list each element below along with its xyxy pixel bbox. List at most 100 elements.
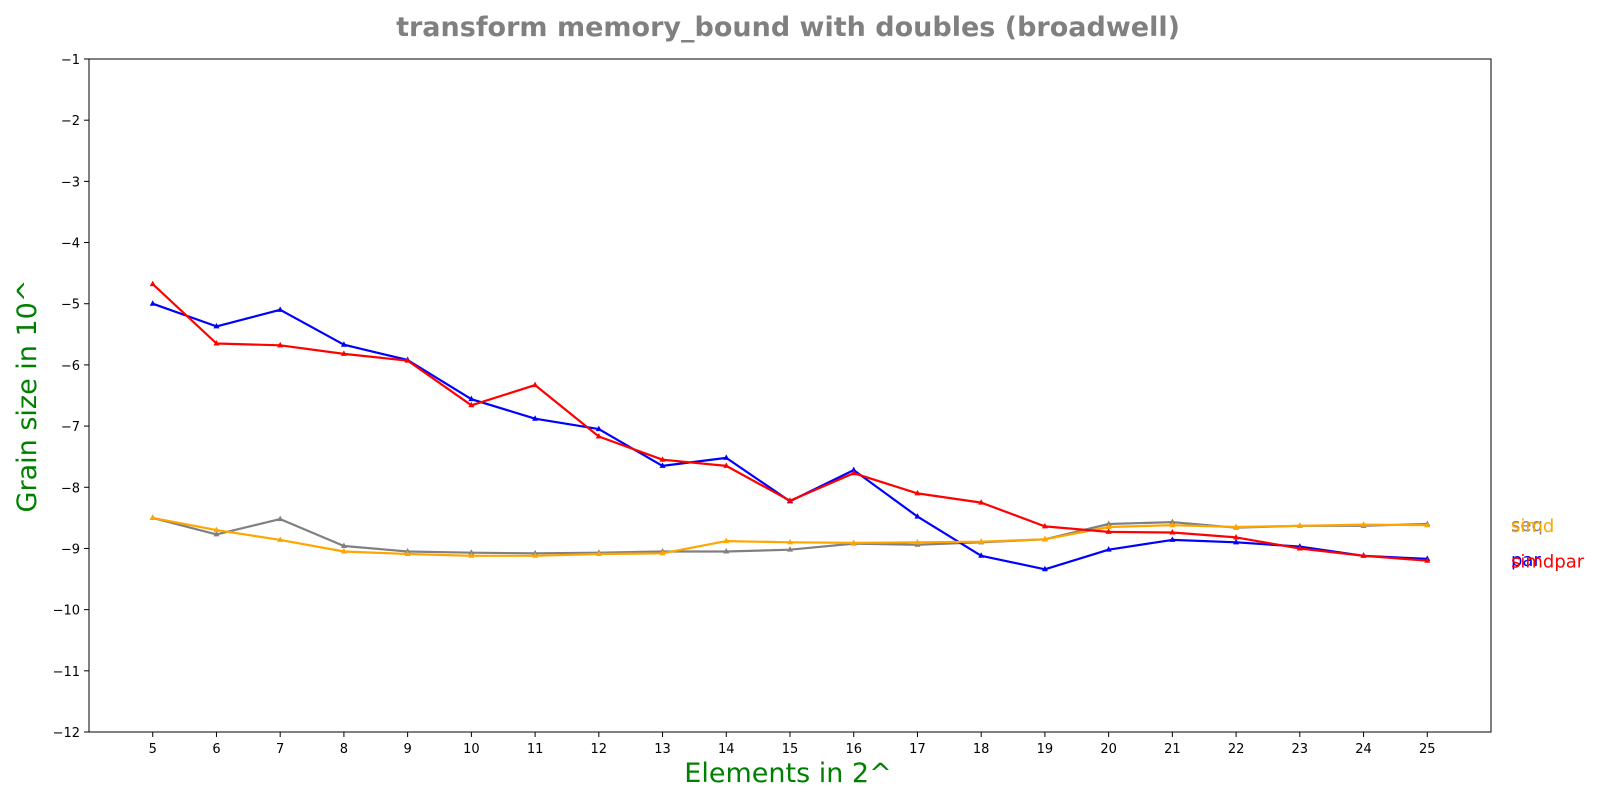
data-point bbox=[1105, 546, 1112, 552]
data-point bbox=[1360, 552, 1367, 558]
data-point bbox=[595, 425, 602, 432]
y-tick-label: −9 bbox=[61, 542, 80, 557]
data-point bbox=[213, 530, 220, 537]
data-point bbox=[213, 322, 220, 329]
data-point bbox=[850, 466, 857, 473]
x-tick-label: 14 bbox=[718, 742, 735, 757]
data-point bbox=[1041, 535, 1048, 542]
x-tick-label: 19 bbox=[1037, 742, 1054, 757]
data-point bbox=[532, 381, 539, 388]
x-tick-label: 9 bbox=[403, 742, 411, 757]
data-point bbox=[978, 499, 985, 505]
data-point bbox=[340, 548, 347, 554]
data-point bbox=[1105, 523, 1112, 530]
data-point bbox=[850, 469, 857, 476]
x-tick-label: 18 bbox=[973, 742, 990, 757]
y-tick-label: −4 bbox=[61, 237, 80, 252]
y-tick-label: −3 bbox=[61, 175, 80, 190]
x-tick-label: 24 bbox=[1355, 742, 1372, 757]
data-point bbox=[659, 462, 666, 468]
data-point bbox=[1424, 557, 1431, 563]
y-tick-label: −5 bbox=[61, 298, 80, 313]
data-point bbox=[468, 552, 475, 558]
series-end-label-seq: seq bbox=[1511, 515, 1543, 536]
data-point bbox=[277, 515, 284, 522]
data-point bbox=[149, 514, 156, 520]
data-point bbox=[1169, 521, 1176, 528]
x-tick-label: 7 bbox=[276, 742, 284, 757]
data-point bbox=[340, 341, 347, 347]
data-point bbox=[1296, 544, 1303, 551]
data-point bbox=[404, 550, 411, 556]
data-point bbox=[1169, 529, 1176, 535]
x-axis-label: Elements in 2^ bbox=[684, 758, 891, 789]
data-point bbox=[277, 306, 284, 312]
data-point bbox=[1424, 521, 1431, 528]
data-point bbox=[914, 513, 921, 519]
data-point bbox=[149, 280, 156, 287]
y-tick-label: −10 bbox=[53, 604, 80, 619]
data-point bbox=[914, 489, 921, 496]
x-tick-label: 12 bbox=[591, 742, 608, 757]
data-point bbox=[277, 341, 284, 348]
data-point bbox=[723, 462, 730, 468]
data-point bbox=[1296, 522, 1303, 528]
x-tick-label: 22 bbox=[1228, 742, 1245, 757]
data-point bbox=[277, 536, 284, 542]
data-point bbox=[1105, 520, 1112, 526]
data-point bbox=[787, 497, 793, 503]
series-end-label-par: par bbox=[1511, 550, 1541, 571]
chart-title: transform memory_bound with doubles (bro… bbox=[396, 12, 1180, 43]
x-tick-label: 10 bbox=[463, 742, 480, 757]
x-axis: 5 6 7 8 9 10 11 12 13 14 15 16 17 18 19 20 21 22 23 24 25 bbox=[149, 732, 1436, 757]
series-seq bbox=[149, 514, 1431, 556]
series-line-simdpar bbox=[151, 283, 1428, 562]
data-point bbox=[340, 350, 347, 356]
y-tick-label: −7 bbox=[61, 420, 80, 435]
series-simdpar bbox=[149, 280, 1431, 563]
data-point bbox=[149, 300, 156, 306]
data-point bbox=[468, 401, 475, 408]
data-point bbox=[723, 454, 730, 460]
y-tick-label: −11 bbox=[53, 665, 80, 680]
data-point bbox=[723, 537, 730, 544]
y-axis-label: Grain size in 10^ bbox=[12, 280, 43, 513]
data-point bbox=[1360, 521, 1367, 527]
data-point bbox=[1041, 522, 1048, 529]
series-par bbox=[149, 300, 1431, 572]
series-end-label-simd: simd bbox=[1511, 516, 1554, 537]
data-point bbox=[914, 538, 921, 545]
y-tick-label: −2 bbox=[61, 114, 80, 129]
data-point bbox=[850, 539, 857, 545]
data-point bbox=[659, 456, 666, 462]
x-tick-label: 23 bbox=[1292, 742, 1309, 757]
x-tick-label: 13 bbox=[654, 742, 671, 757]
x-tick-label: 17 bbox=[909, 742, 926, 757]
data-point bbox=[723, 548, 730, 554]
y-tick-label: −1 bbox=[61, 53, 80, 68]
data-point bbox=[595, 432, 602, 439]
y-tick-label: −6 bbox=[61, 359, 80, 374]
series-group bbox=[149, 280, 1431, 572]
y-tick-label: −12 bbox=[53, 726, 80, 741]
data-point bbox=[213, 526, 220, 533]
data-point bbox=[978, 552, 985, 558]
data-point bbox=[468, 549, 475, 555]
data-point bbox=[468, 395, 475, 402]
data-point bbox=[787, 538, 793, 545]
data-point bbox=[1233, 533, 1240, 540]
data-point bbox=[1233, 523, 1240, 530]
series-simd bbox=[149, 514, 1431, 558]
data-point bbox=[1169, 536, 1176, 542]
data-point bbox=[1233, 538, 1240, 545]
data-point bbox=[978, 538, 985, 544]
data-point bbox=[1169, 518, 1176, 525]
data-point bbox=[404, 357, 411, 363]
y-axis: −12 −11 −10 −9 −8 −7 −6 −5 −4 −3 −2 −1 bbox=[53, 53, 89, 741]
data-point bbox=[532, 552, 539, 558]
data-point bbox=[1041, 565, 1048, 572]
data-point bbox=[659, 549, 666, 556]
x-tick-label: 8 bbox=[340, 742, 348, 757]
y-tick-label: −8 bbox=[61, 481, 80, 496]
